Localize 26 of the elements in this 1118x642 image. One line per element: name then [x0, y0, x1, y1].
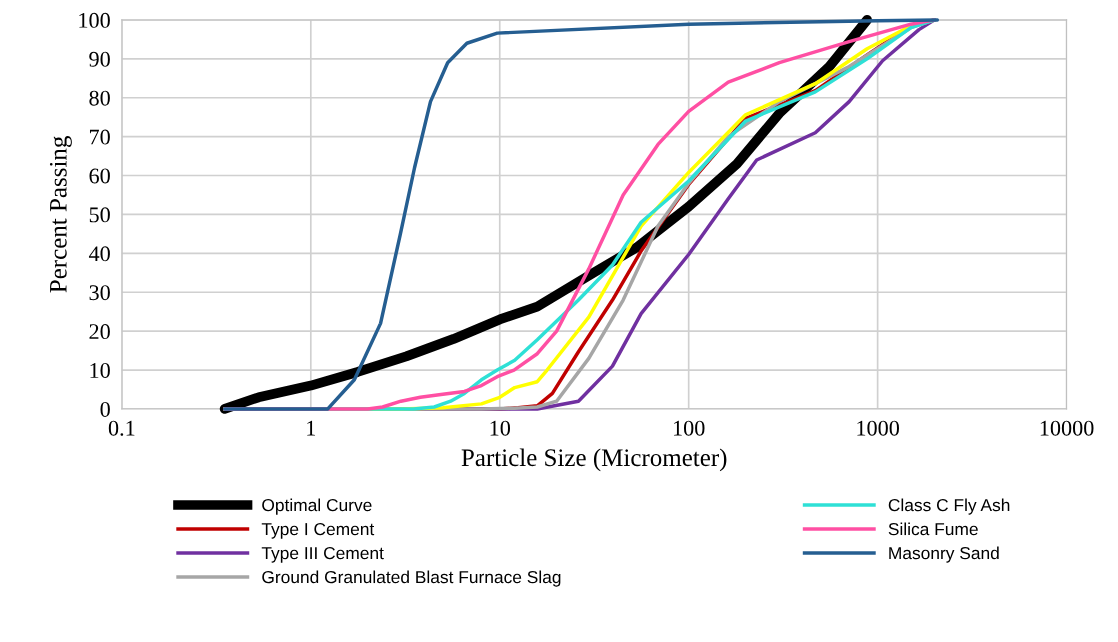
- y-tick-label: 20: [89, 324, 110, 340]
- y-tick-label: 60: [89, 168, 110, 184]
- y-tick-label: 30: [89, 285, 110, 301]
- y-tick-label: 0: [100, 401, 110, 417]
- legend-label: Silica Fume: [888, 522, 978, 536]
- legend-label: Masonry Sand: [889, 546, 999, 563]
- legend-label: Class C Fly Ash: [888, 498, 1010, 515]
- x-tick-label: 10000: [1040, 420, 1094, 436]
- legend-label: Optimal Curve: [262, 498, 372, 515]
- x-tick-label: 100: [673, 420, 705, 436]
- x-tick-label: 1: [307, 420, 316, 436]
- x-axis-title: Particle Size (Micrometer): [461, 448, 727, 472]
- y-tick-label: 10: [90, 362, 110, 378]
- y-tick-label: 50: [89, 207, 110, 223]
- legend-label: Ground Granulated Blast Furnace Slag: [262, 570, 561, 587]
- y-tick-label: 40: [88, 246, 110, 262]
- x-tick-label: 0.1: [108, 420, 135, 436]
- y-axis-title: Percent Passing: [49, 136, 72, 293]
- y-tick-label: 100: [79, 12, 110, 28]
- x-tick-label: 10: [490, 420, 511, 436]
- y-tick-label: 90: [89, 51, 110, 67]
- y-tick-label: 70: [89, 129, 110, 145]
- legend-label: Type I Cement: [261, 522, 375, 539]
- legend-label: Type III Cement: [261, 546, 384, 563]
- y-tick-label: 80: [89, 90, 110, 106]
- x-tick-label: 1000: [857, 420, 900, 436]
